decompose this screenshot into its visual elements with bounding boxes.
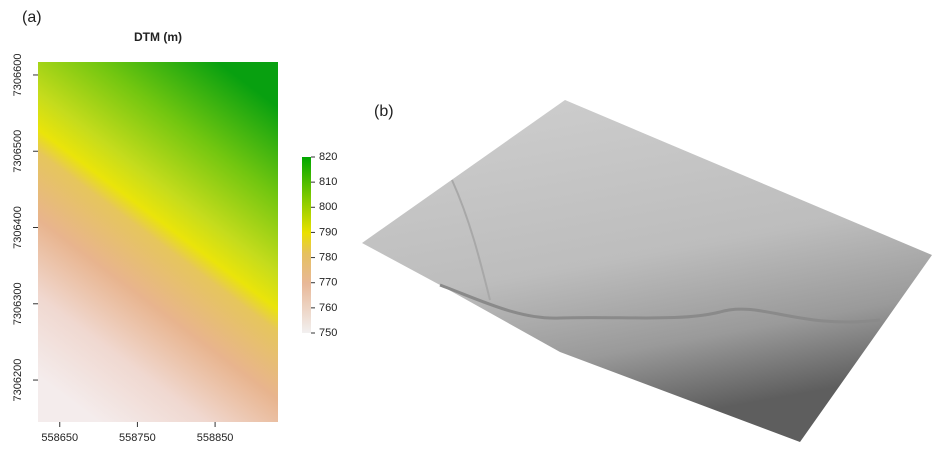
panel-label: (a) [22, 9, 42, 26]
colorbar-label: 760 [319, 302, 337, 314]
colorbar-label: 800 [319, 201, 337, 213]
colorbar [302, 157, 311, 333]
y-tick-label: 7306400 [12, 206, 24, 249]
y-tick-label: 7306300 [12, 282, 24, 325]
colorbar-label: 750 [319, 327, 337, 339]
chart-title: DTM (m) [134, 30, 182, 44]
y-tick-label: 7306200 [12, 359, 24, 402]
panel-label: (b) [374, 103, 394, 120]
dtm-raster [38, 62, 278, 422]
colorbar-label: 780 [319, 251, 337, 263]
colorbar-label: 770 [319, 277, 337, 289]
figure: (a) DTM (m) (b) 558650 558750 558850 730620… [0, 0, 936, 450]
x-tick-label: 558750 [119, 432, 156, 444]
colorbar-label: 810 [319, 176, 337, 188]
terrain-surface [362, 100, 932, 442]
colorbar-label: 820 [319, 151, 337, 163]
x-tick-label: 558850 [197, 432, 234, 444]
y-tick-label: 7306600 [12, 54, 24, 97]
hillshade-3d [362, 100, 932, 442]
colorbar-label: 790 [319, 226, 337, 238]
y-tick-label: 7306500 [12, 130, 24, 173]
x-tick-label: 558650 [41, 432, 78, 444]
